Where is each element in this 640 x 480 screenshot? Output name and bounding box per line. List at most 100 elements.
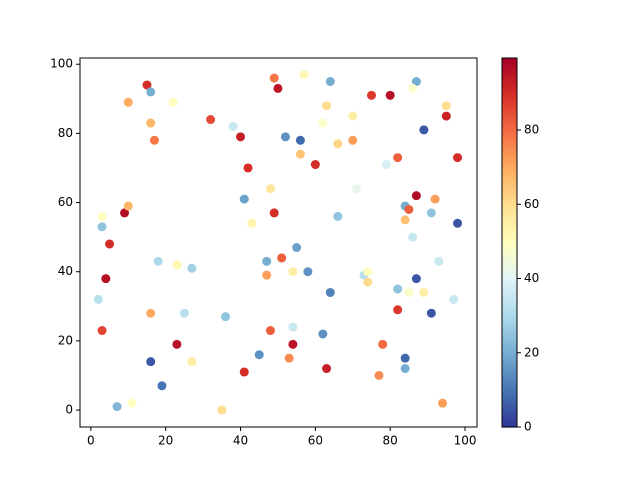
point [430,194,440,204]
colorbar-segment [502,380,517,385]
point [146,357,156,367]
point [363,267,373,277]
point [273,83,283,93]
point [277,253,287,263]
point [426,308,436,318]
point [303,267,313,277]
colorbar-segment [502,144,517,148]
point [295,149,305,159]
point [393,153,403,163]
colorbar-segment [502,174,517,179]
colorbar-segment [502,377,517,382]
point [123,97,133,107]
colorbar-segment [502,390,517,394]
point [404,204,414,214]
point [419,287,429,297]
colorbar-segment [502,79,517,84]
colorbar-segment [502,242,517,247]
point [408,83,418,93]
colorbar-segment [502,340,517,345]
point [333,139,343,149]
point [348,135,358,145]
point [105,239,115,249]
y-tick-label: 60 [58,195,73,209]
colorbar-segment [502,220,517,225]
point [453,153,463,163]
colorbar-segment [502,131,517,136]
colorbar-segment [502,177,517,182]
point [157,381,167,391]
y-tick-label: 40 [58,264,73,278]
colorbar-segment [502,396,517,400]
colorbar-segment [502,331,517,336]
colorbar-segment [502,260,517,265]
colorbar-segment [502,402,517,407]
colorbar-segment [502,362,517,367]
colorbar-segment [502,387,517,391]
colorbar-tick-label: 80 [524,123,539,137]
point [262,256,272,266]
colorbar-segment [502,245,517,250]
colorbar-segment [502,359,517,364]
colorbar-segment [502,417,517,422]
point [101,274,111,284]
colorbar-segment [502,291,517,296]
colorbar-segment [502,76,517,81]
colorbar-segment [502,224,517,228]
point [434,256,444,266]
colorbar-segment [502,110,517,114]
point [438,398,448,408]
point [381,160,391,170]
point [172,260,182,270]
point [333,211,343,221]
point [322,364,332,374]
point [239,367,249,377]
point [325,77,335,87]
colorbar-segment [502,88,517,93]
colorbar-tick-label: 0 [524,420,532,434]
colorbar-segment [502,276,517,280]
point [284,353,294,363]
colorbar-segment [502,399,517,403]
point [146,308,156,318]
colorbar-segment [502,337,517,342]
colorbar-segment [502,58,517,62]
colorbar-segment [502,248,517,253]
colorbar-segment [502,134,517,139]
colorbar-segment [502,165,517,170]
colorbar-segment [502,322,517,327]
point [97,326,107,336]
point [366,90,376,100]
x-tick-label: 40 [233,434,248,448]
y-tick-label: 20 [58,333,73,347]
point [322,101,332,111]
point [254,350,264,360]
colorbar-segment [502,205,517,210]
colorbar-segment [502,353,517,357]
colorbar-segment [502,405,517,410]
colorbar-segment [502,233,517,237]
colorbar-segment [502,408,517,413]
x-tick-label: 0 [87,434,95,448]
colorbar-segment [502,91,517,96]
colorbar-segment [502,193,517,197]
colorbar-segment [502,184,517,188]
colorbar-segment [502,307,517,311]
colorbar-segment [502,411,517,416]
colorbar-segment [502,257,517,262]
point [325,287,335,297]
point [262,270,272,280]
colorbar-segment [502,119,517,124]
colorbar-segment [502,202,517,207]
point [363,277,373,287]
colorbar-segment [502,153,517,157]
colorbar-segment [502,168,517,173]
colorbar-segment [502,162,517,167]
colorbar-segment [502,319,517,324]
colorbar-segment [502,313,517,317]
colorbar-segment [502,328,517,333]
colorbar-segment [502,101,517,105]
colorbar-segment [502,347,517,351]
point [288,339,298,349]
